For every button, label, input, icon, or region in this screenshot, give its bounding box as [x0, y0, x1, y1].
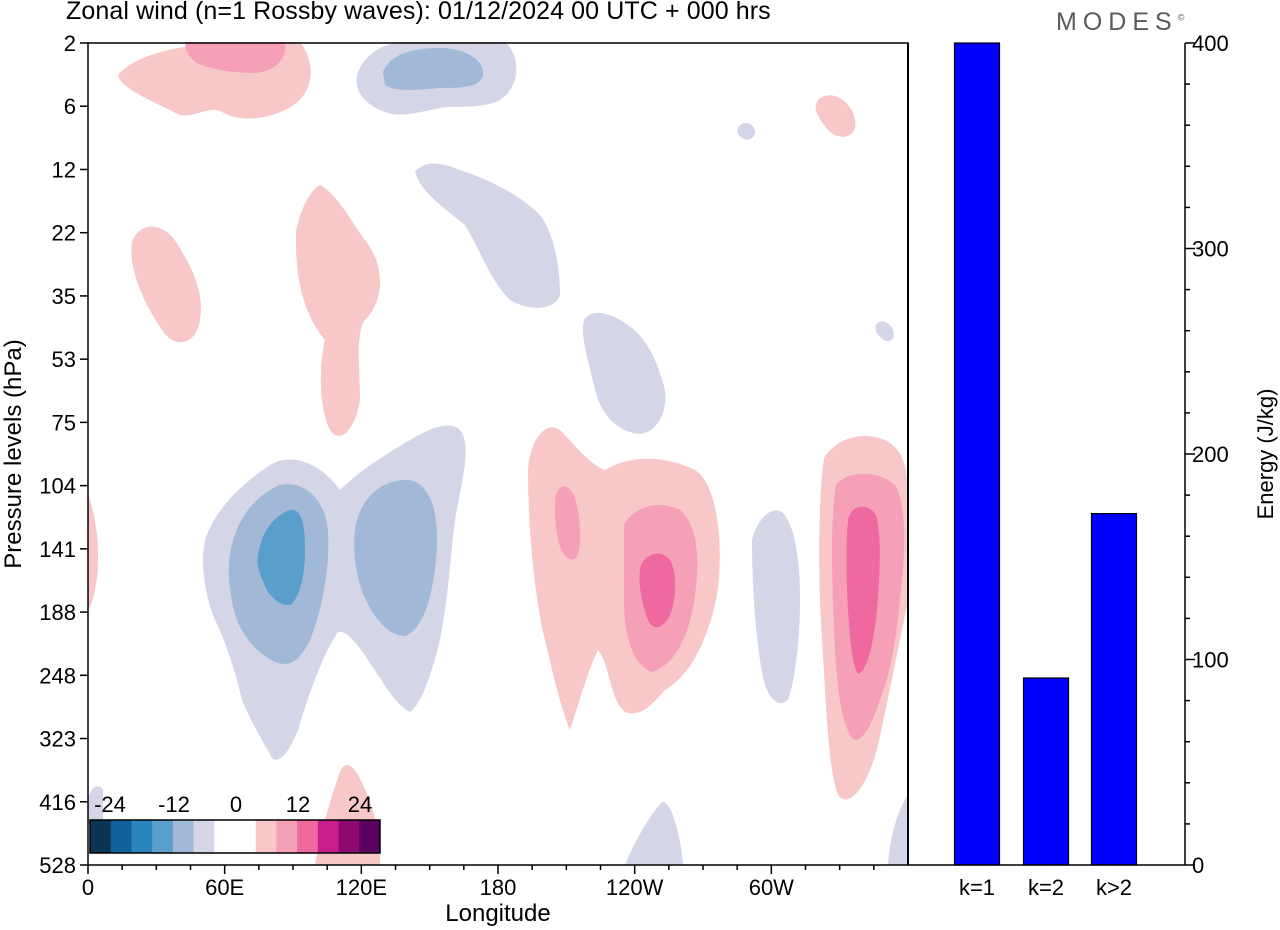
contour-positive-strong	[846, 506, 880, 674]
contour-negative-strong	[257, 509, 305, 606]
energy-bar	[1090, 512, 1138, 866]
bar-category-label: k=2	[1028, 875, 1064, 900]
colorbar-swatch	[276, 820, 298, 853]
energy-axis-tick-labels: 0 100 200 300 400	[1192, 31, 1229, 878]
y-tick-label: 75	[52, 410, 76, 435]
bar-category-label: k=1	[959, 875, 995, 900]
colorbar-swatch	[235, 820, 257, 853]
colorbar-swatch	[338, 820, 360, 853]
y-tick-label: 188	[39, 600, 76, 625]
x-tick-label: 120W	[606, 875, 664, 900]
contour-negative-mid	[383, 48, 484, 90]
energy-tick-label: 300	[1192, 237, 1229, 262]
y-tick-label: 104	[39, 474, 76, 499]
y-axis-label: Pressure levels (hPa)	[0, 339, 27, 568]
energy-bars	[953, 42, 1138, 866]
bar-category-label: k>2	[1096, 875, 1132, 900]
contour-positive-strong	[639, 553, 676, 628]
modes-logo: MODES©	[1056, 8, 1184, 37]
x-tick-label: 60W	[749, 875, 794, 900]
heatmap-frame	[87, 42, 909, 866]
colorbar-swatch	[255, 820, 277, 853]
x-tick-label: 180	[480, 875, 517, 900]
logo-mark: ©	[1177, 12, 1185, 23]
colorbar-label: 0	[230, 792, 242, 817]
colorbar-border	[89, 819, 381, 854]
colorbar-swatch	[172, 820, 195, 853]
contour-negative-light	[582, 312, 666, 434]
colorbar-swatch	[90, 820, 112, 853]
contour-negative-light	[415, 163, 560, 308]
x-tick-label: 120E	[336, 875, 387, 900]
energy-tick-label: 200	[1192, 442, 1229, 467]
colorbar-label: -12	[158, 792, 190, 817]
energy-bar	[953, 42, 1001, 866]
x-axis-label: Longitude	[445, 900, 550, 927]
energy-tick-label: 0	[1192, 853, 1204, 878]
colorbar-swatch	[214, 820, 236, 853]
y-tick-label: 248	[39, 663, 76, 688]
colorbar-swatch	[317, 820, 340, 853]
contour-positive-light	[88, 495, 99, 610]
contour-negative-light	[625, 801, 683, 865]
energy-tick-label: 100	[1192, 648, 1229, 673]
contour-negative-light	[88, 786, 103, 825]
colorbar-swatch	[131, 820, 153, 853]
y-tick-label: 323	[39, 727, 76, 752]
y-tick-label: 12	[52, 157, 76, 182]
chart-title: Zonal wind (n=1 Rossby waves): 01/12/202…	[66, 0, 771, 25]
colorbar-swatch	[297, 820, 319, 853]
colorbar-label: -24	[94, 792, 126, 817]
y-tick-label: 141	[39, 537, 76, 562]
colorbar-labels: -24 -12 0 12 24	[94, 792, 372, 817]
colorbar-label: 24	[348, 792, 372, 817]
contour-positive-light	[131, 226, 201, 343]
contour-negative-light	[737, 122, 756, 140]
contour-plot	[88, 42, 908, 865]
contour-positive-mid	[554, 486, 581, 560]
colorbar	[89, 819, 381, 854]
energy-axis-label: Energy (J/kg)	[1253, 389, 1278, 520]
y-axis-ticks	[80, 42, 88, 866]
contour-positive-mid	[185, 42, 286, 73]
bar-category-labels: k=1 k=2 k>2	[959, 875, 1132, 900]
y-axis-tick-labels: 2 6 12 22 35 53 75 104 141 188 248 323 416 528	[39, 31, 76, 878]
contour-negative-light	[875, 321, 894, 342]
x-tick-label: 0	[82, 875, 94, 900]
y-tick-label: 22	[52, 221, 76, 246]
y-tick-label: 35	[52, 284, 76, 309]
y-tick-label: 416	[39, 790, 76, 815]
energy-axis-ticks	[1185, 42, 1195, 866]
contour-positive-light	[295, 185, 380, 436]
x-axis-ticks	[87, 865, 875, 874]
contour-negative-light	[752, 510, 800, 704]
logo-text: MODES	[1056, 8, 1178, 36]
colorbar-swatch	[110, 820, 132, 853]
y-tick-label: 53	[52, 347, 76, 372]
colorbar-swatch	[359, 820, 381, 853]
energy-tick-label: 400	[1192, 31, 1229, 56]
x-tick-label: 60E	[205, 875, 244, 900]
energy-bar	[1022, 677, 1070, 866]
y-tick-label: 528	[39, 853, 76, 878]
y-tick-label: 2	[64, 31, 76, 56]
contour-positive-light	[815, 95, 856, 137]
colorbar-swatch	[152, 820, 174, 853]
colorbar-swatch	[193, 820, 215, 853]
y-tick-label: 6	[64, 94, 76, 119]
x-axis-tick-labels: 0 60E 120E 180 120W 60W	[82, 875, 794, 900]
contour-negative-light	[888, 795, 908, 865]
colorbar-label: 12	[286, 792, 310, 817]
contour-negative-mid	[354, 479, 437, 636]
